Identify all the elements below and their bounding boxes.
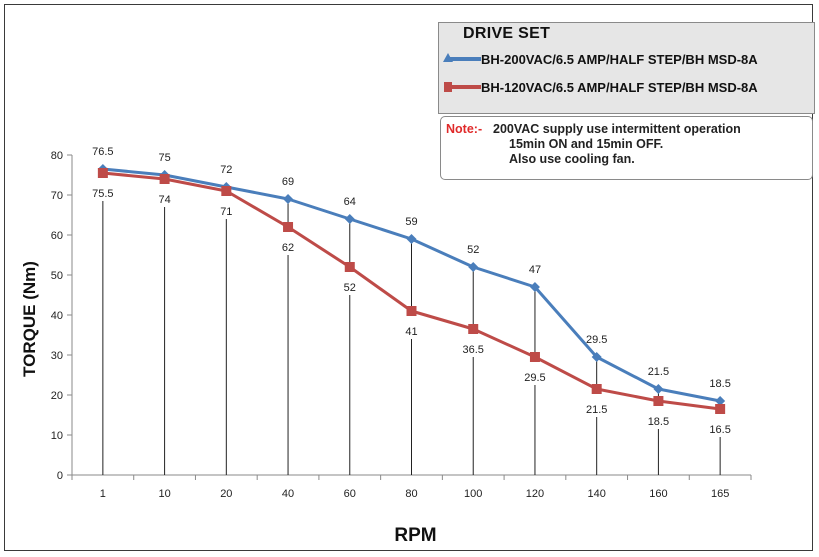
series-0-data-label: 52 <box>467 244 479 256</box>
y-axis-title: TORQUE (Nm) <box>20 261 39 377</box>
y-tick-label: 10 <box>51 430 63 442</box>
x-tick-label: 1 <box>100 488 106 500</box>
note-line-3: Also use cooling fan. <box>509 152 635 166</box>
series-0-point <box>529 282 540 292</box>
series-1-point <box>653 396 664 406</box>
series-1-data-label: 74 <box>158 194 170 206</box>
note-label: Note:- <box>446 122 483 136</box>
series-1-data-label: 52 <box>344 282 356 294</box>
series-0-data-label: 47 <box>529 264 541 276</box>
series-1-data-label: 36.5 <box>463 344 484 356</box>
series-0-data-label: 76.5 <box>92 146 113 158</box>
legend-swatch-120vac <box>444 82 481 92</box>
y-tick-label: 40 <box>51 310 63 322</box>
series-1-point <box>468 324 479 334</box>
note-line-2: 15min ON and 15min OFF. <box>509 137 664 151</box>
series-0-point <box>653 384 664 394</box>
series-1-point <box>406 306 417 316</box>
note-line-1: 200VAC supply use intermittent operation <box>493 122 741 136</box>
series-0-data-label: 72 <box>220 164 232 176</box>
series-1-point <box>97 168 108 178</box>
series-0-data-label: 69 <box>282 176 294 188</box>
series-0-point <box>715 396 726 406</box>
torque-chart: 0 10 20 30 40 50 60 70 80 1 10 20 40 60 80 100 120 140 160… <box>20 146 752 546</box>
series-1-point <box>715 404 726 414</box>
x-tick-label: 160 <box>649 488 667 500</box>
series-1-data-label: 18.5 <box>648 416 669 428</box>
series-1-point <box>591 384 602 394</box>
series-1-point <box>344 262 355 272</box>
x-tick-label: 60 <box>344 488 356 500</box>
y-tick-label: 60 <box>51 230 63 242</box>
series-1-data-label: 62 <box>282 242 294 254</box>
series-1-data-label: 75.5 <box>92 188 113 200</box>
x-tick-label: 120 <box>526 488 544 500</box>
legend: DRIVE SET BH-200VAC/6.5 AMP/HALF STEP/BH… <box>438 22 815 114</box>
series-1-point <box>159 174 170 184</box>
x-tick-label: 20 <box>220 488 232 500</box>
series-1-point <box>283 222 294 232</box>
x-tick-label: 80 <box>405 488 417 500</box>
series-0-data-label: 21.5 <box>648 366 669 378</box>
series-1-data-label: 29.5 <box>524 372 545 384</box>
series-1-data-label: 16.5 <box>709 424 730 436</box>
x-tick-label: 165 <box>711 488 729 500</box>
x-tick-label: 100 <box>464 488 482 500</box>
series-1-data-label: 21.5 <box>586 404 607 416</box>
series-0-data-label: 75 <box>158 152 170 164</box>
legend-item-200vac: BH-200VAC/6.5 AMP/HALF STEP/BH MSD-8A <box>443 49 758 69</box>
y-tick-label: 30 <box>51 350 63 362</box>
series-0-data-label: 64 <box>344 196 356 208</box>
x-tick-label: 140 <box>588 488 606 500</box>
series-0-point <box>406 234 417 244</box>
y-tick-label: 70 <box>51 190 63 202</box>
series-1-data-label: 71 <box>220 206 232 218</box>
series-0-point <box>468 262 479 272</box>
chart-frame: 0 10 20 30 40 50 60 70 80 1 10 20 40 60 80 100 120 140 160… <box>4 4 815 551</box>
y-tick-label: 0 <box>57 470 63 482</box>
series-0-point <box>344 214 355 224</box>
y-tick-label: 20 <box>51 390 63 402</box>
legend-label-200vac: BH-200VAC/6.5 AMP/HALF STEP/BH MSD-8A <box>481 51 758 67</box>
x-tick-label: 10 <box>158 488 170 500</box>
series-0-data-label: 59 <box>405 216 417 228</box>
legend-item-120vac: BH-120VAC/6.5 AMP/HALF STEP/BH MSD-8A <box>443 77 758 97</box>
y-tick-label: 80 <box>51 150 63 162</box>
series-0-data-label: 18.5 <box>709 378 730 390</box>
legend-swatch-200vac <box>443 53 481 62</box>
legend-label-120vac: BH-120VAC/6.5 AMP/HALF STEP/BH MSD-8A <box>481 79 758 95</box>
series-1-point <box>529 352 540 362</box>
series-0-point <box>591 352 602 362</box>
note-box: Note:- 200VAC supply use intermittent op… <box>440 116 813 180</box>
series-0-data-label: 29.5 <box>586 334 607 346</box>
series-1-point <box>221 186 232 196</box>
series-0-point <box>283 194 294 204</box>
x-tick-label: 40 <box>282 488 294 500</box>
series-1-data-label: 41 <box>405 326 417 338</box>
y-tick-label: 50 <box>51 270 63 282</box>
x-axis-title: RPM <box>394 525 436 546</box>
legend-title: DRIVE SET <box>463 25 551 42</box>
